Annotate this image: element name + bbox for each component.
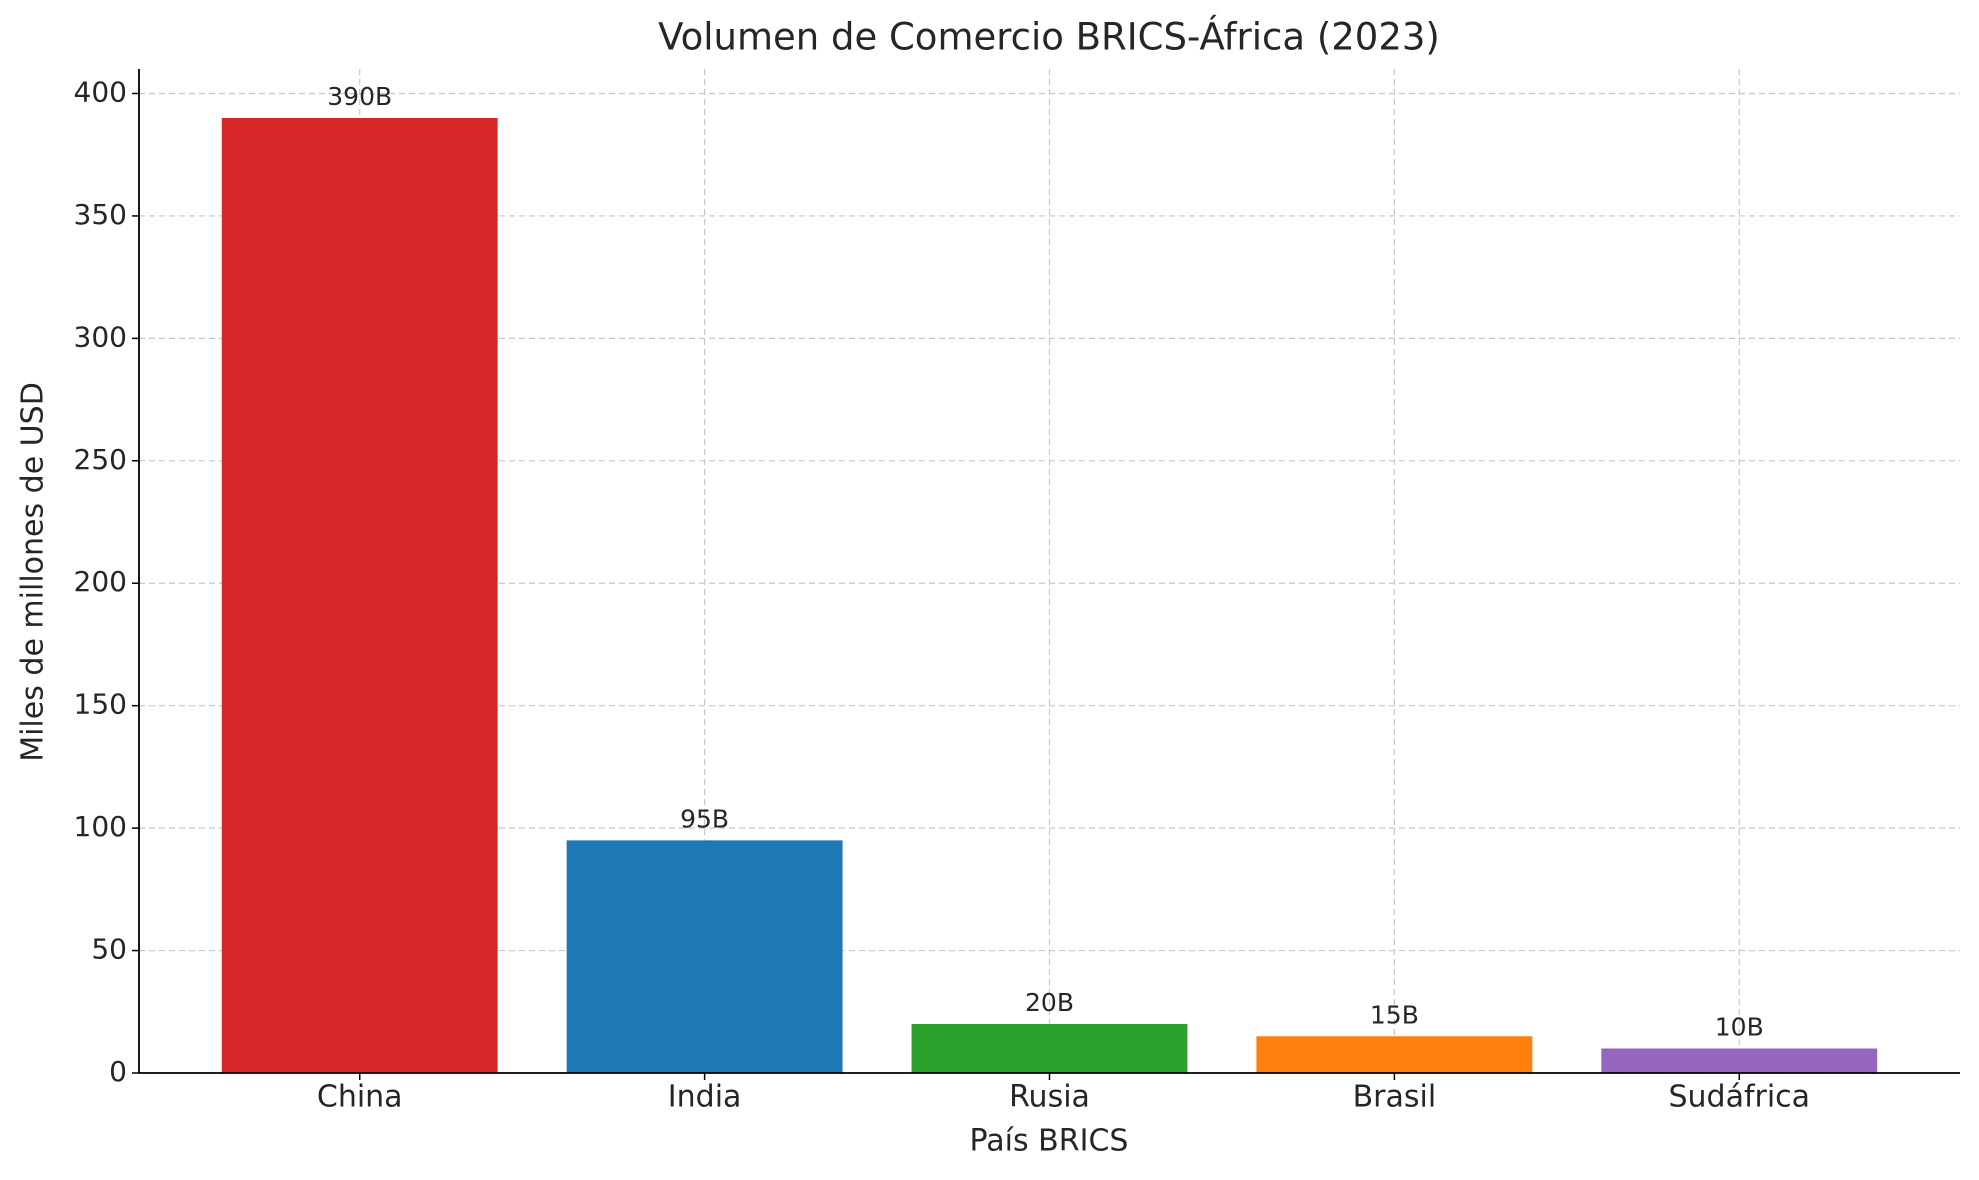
x-tick-label: India	[668, 1080, 742, 1115]
value-label: 390B	[327, 82, 392, 111]
y-tick-label: 200	[74, 565, 127, 598]
value-label: 95B	[680, 804, 729, 833]
x-tick-label: China	[317, 1080, 403, 1115]
x-tick-label: Rusia	[1009, 1080, 1090, 1115]
bar	[221, 117, 498, 1074]
y-tick-label: 50	[91, 933, 127, 966]
bar	[1256, 1036, 1533, 1073]
y-tick-label: 350	[74, 198, 127, 231]
y-tick-label: 0	[109, 1055, 127, 1088]
y-tick-label: 150	[74, 688, 127, 721]
bar	[566, 840, 843, 1073]
bar	[1601, 1048, 1878, 1073]
x-tick-label: Brasil	[1353, 1080, 1437, 1115]
value-label: 20B	[1025, 988, 1074, 1017]
y-tick-label: 250	[74, 443, 127, 476]
y-axis-label: Miles de millones de USD	[16, 382, 51, 762]
x-tick-label: Sudáfrica	[1668, 1080, 1810, 1115]
y-tick-label: 100	[74, 810, 127, 843]
value-label: 10B	[1715, 1013, 1764, 1042]
y-tick-label: 300	[74, 320, 127, 353]
y-tick-label: 400	[74, 75, 127, 108]
x-axis-label: País BRICS	[970, 1124, 1129, 1159]
bar	[911, 1024, 1188, 1073]
chart-title: Volumen de Comercio BRICS-África (2023)	[658, 15, 1440, 59]
value-label: 15B	[1370, 1000, 1419, 1029]
